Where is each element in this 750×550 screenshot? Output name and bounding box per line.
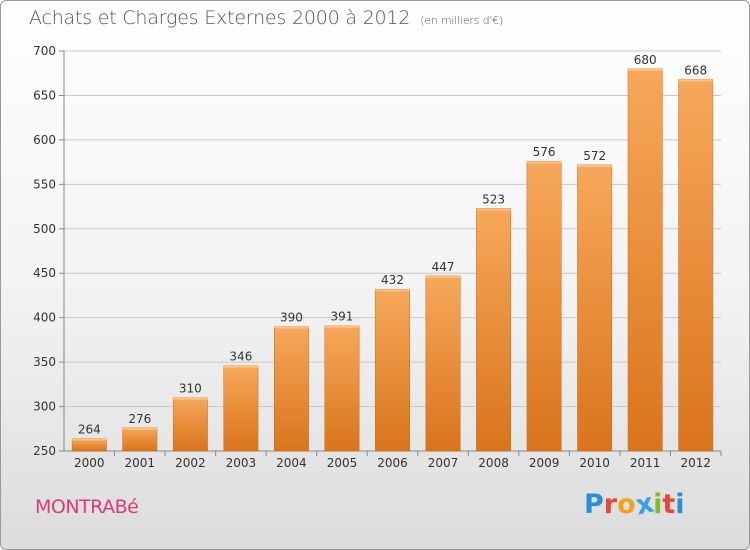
x-tick-label: 2007 bbox=[428, 456, 459, 470]
x-tick-label: 2011 bbox=[630, 456, 661, 470]
data-label: 668 bbox=[684, 63, 707, 77]
chart-title: Achats et Charges Externes 2000 à 2012 (e… bbox=[29, 7, 503, 29]
bar bbox=[324, 325, 360, 452]
data-label: 680 bbox=[634, 53, 657, 67]
x-tick-label: 2005 bbox=[327, 456, 358, 470]
bar-highlight bbox=[678, 79, 713, 82]
bar-highlight bbox=[274, 326, 309, 329]
town-name: MONTRABé bbox=[35, 496, 139, 518]
x-tick-label: 2012 bbox=[680, 456, 711, 470]
bar bbox=[223, 365, 259, 452]
y-tick-label: 650 bbox=[33, 88, 56, 102]
y-tick-label: 250 bbox=[33, 444, 56, 458]
y-tick-label: 700 bbox=[33, 44, 56, 58]
bar-highlight bbox=[526, 161, 562, 164]
x-tick-label: 2004 bbox=[276, 456, 307, 470]
bar bbox=[273, 326, 309, 452]
y-tick-label: 550 bbox=[33, 177, 56, 191]
x-tick-label: 2001 bbox=[125, 456, 156, 470]
logo-letter: o bbox=[617, 489, 636, 520]
bar-highlight bbox=[425, 275, 461, 278]
logo-letter: r bbox=[603, 489, 618, 520]
x-tick-label: 2010 bbox=[579, 456, 610, 470]
chart-unit: (en milliers d'€) bbox=[420, 14, 504, 27]
y-tick-label: 300 bbox=[33, 400, 56, 414]
y-tick-label: 400 bbox=[33, 311, 56, 325]
bar-highlight bbox=[628, 68, 663, 71]
data-label: 276 bbox=[128, 412, 151, 426]
logo-letter: i bbox=[653, 489, 663, 520]
proxiti-logo[interactable]: Proxiti bbox=[584, 488, 685, 522]
bar bbox=[122, 427, 158, 452]
bar-highlight bbox=[173, 397, 208, 400]
y-tick-label: 500 bbox=[33, 222, 56, 236]
bar bbox=[375, 288, 410, 452]
logo-letter: t bbox=[662, 489, 676, 520]
bar bbox=[172, 397, 208, 452]
bar bbox=[577, 164, 613, 452]
bar-highlight bbox=[324, 325, 360, 328]
bars bbox=[71, 68, 714, 452]
data-label: 432 bbox=[381, 273, 404, 287]
bar-highlight bbox=[577, 164, 612, 167]
bar bbox=[678, 79, 714, 452]
bar-highlight bbox=[375, 289, 410, 292]
bar-highlight bbox=[223, 365, 259, 368]
x-tick-label: 2008 bbox=[478, 456, 509, 470]
x-tick-label: 2006 bbox=[377, 456, 408, 470]
bar bbox=[627, 68, 663, 452]
bar bbox=[526, 160, 562, 452]
data-label: 390 bbox=[280, 311, 303, 325]
y-tick-label: 600 bbox=[33, 133, 56, 147]
bar-highlight bbox=[122, 427, 157, 430]
x-tick-label: 2003 bbox=[226, 456, 257, 470]
data-labels: 264 276 310 346 390 391 432 447 523 576 572 680 668 bbox=[78, 53, 707, 437]
data-label: 447 bbox=[432, 260, 455, 274]
data-label: 572 bbox=[583, 149, 606, 163]
bar-highlight bbox=[476, 208, 511, 211]
data-label: 264 bbox=[78, 423, 101, 437]
data-label: 310 bbox=[179, 382, 202, 396]
x-tick-label: 2002 bbox=[175, 456, 206, 470]
logo-letter: P bbox=[584, 489, 604, 520]
data-label: 576 bbox=[533, 145, 556, 159]
logo-letter: i bbox=[675, 489, 685, 520]
bar bbox=[425, 275, 461, 452]
bar-highlight bbox=[72, 438, 107, 441]
y-tick-label: 450 bbox=[33, 266, 56, 280]
bar bbox=[476, 208, 512, 452]
x-tick-label: 2009 bbox=[529, 456, 560, 470]
chart-title-text: Achats et Charges Externes 2000 à 2012 bbox=[29, 7, 411, 29]
y-tick-label: 350 bbox=[33, 355, 56, 369]
data-label: 391 bbox=[331, 310, 354, 324]
x-tick-label: 2000 bbox=[74, 456, 105, 470]
data-label: 346 bbox=[229, 350, 252, 364]
data-label: 523 bbox=[482, 192, 505, 206]
